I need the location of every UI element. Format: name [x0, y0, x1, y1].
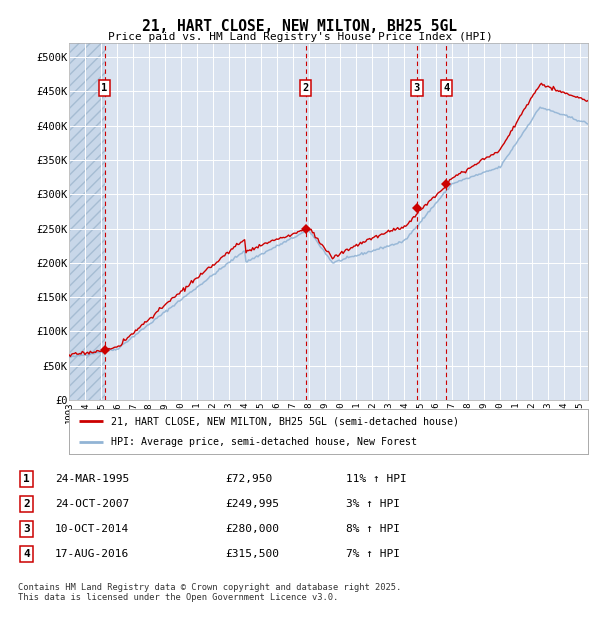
Text: 7% ↑ HPI: 7% ↑ HPI	[346, 549, 400, 559]
Text: 2: 2	[302, 83, 309, 93]
Text: 10-OCT-2014: 10-OCT-2014	[55, 524, 130, 534]
Text: £72,950: £72,950	[225, 474, 272, 484]
Text: 8% ↑ HPI: 8% ↑ HPI	[346, 524, 400, 534]
Text: 3: 3	[23, 524, 30, 534]
Text: Price paid vs. HM Land Registry's House Price Index (HPI): Price paid vs. HM Land Registry's House …	[107, 32, 493, 42]
Text: 17-AUG-2016: 17-AUG-2016	[55, 549, 130, 559]
Text: HPI: Average price, semi-detached house, New Forest: HPI: Average price, semi-detached house,…	[110, 436, 416, 447]
Bar	[69, 43, 104, 400]
Text: 3% ↑ HPI: 3% ↑ HPI	[346, 498, 400, 509]
Text: 24-MAR-1995: 24-MAR-1995	[55, 474, 130, 484]
Text: 2: 2	[23, 498, 30, 509]
Text: 1: 1	[101, 83, 108, 93]
Text: 21, HART CLOSE, NEW MILTON, BH25 5GL: 21, HART CLOSE, NEW MILTON, BH25 5GL	[143, 19, 458, 33]
Text: 11% ↑ HPI: 11% ↑ HPI	[346, 474, 407, 484]
Text: £280,000: £280,000	[225, 524, 279, 534]
Text: 24-OCT-2007: 24-OCT-2007	[55, 498, 130, 509]
Text: 3: 3	[413, 83, 420, 93]
Text: Contains HM Land Registry data © Crown copyright and database right 2025.
This d: Contains HM Land Registry data © Crown c…	[18, 583, 401, 602]
Text: 1: 1	[23, 474, 30, 484]
Text: £249,995: £249,995	[225, 498, 279, 509]
Text: 21, HART CLOSE, NEW MILTON, BH25 5GL (semi-detached house): 21, HART CLOSE, NEW MILTON, BH25 5GL (se…	[110, 416, 458, 427]
Text: 4: 4	[23, 549, 30, 559]
Text: £315,500: £315,500	[225, 549, 279, 559]
Text: 4: 4	[443, 83, 449, 93]
